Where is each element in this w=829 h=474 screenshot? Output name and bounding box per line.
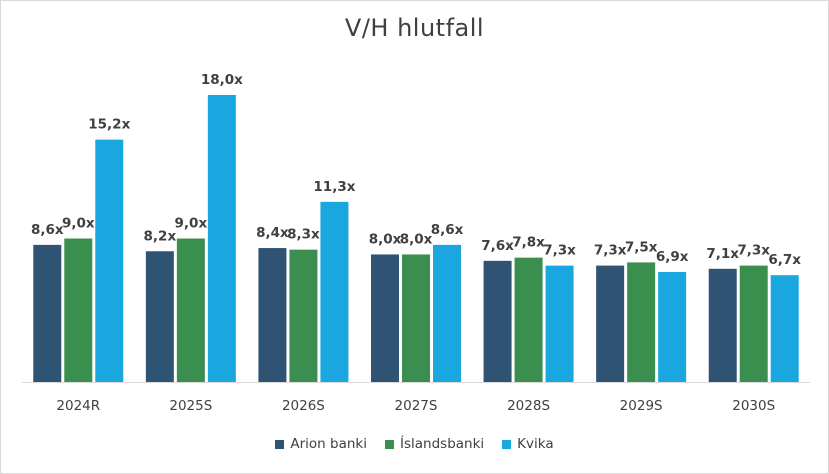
data-label: 7,3x <box>594 243 627 259</box>
x-tick-label: 2028S <box>507 398 550 414</box>
data-label: 7,3x <box>543 243 576 259</box>
data-label: 7,1x <box>706 246 739 262</box>
legend-item: Íslandsbanki <box>385 436 484 452</box>
bar-kvika-2027s <box>433 244 461 382</box>
data-label: 9,0x <box>175 216 208 232</box>
data-label: 8,0x <box>400 231 433 247</box>
chart-legend: Arion banki Íslandsbanki Kvika <box>0 436 829 452</box>
x-tick-label: 2025S <box>169 398 212 414</box>
bar--slandsbanki-2024r <box>64 238 93 382</box>
legend-item: Kvika <box>502 436 554 452</box>
data-label: 8,4x <box>256 225 289 241</box>
x-tick-label: 2029S <box>620 398 663 414</box>
data-label: 9,0x <box>62 216 95 232</box>
bar-arion-banki-2024r <box>33 244 62 382</box>
data-label: 8,6x <box>31 222 64 238</box>
bar-arion-banki-2025s <box>145 251 174 382</box>
bar--slandsbanki-2027s <box>402 254 430 382</box>
bar-arion-banki-2026s <box>258 248 287 382</box>
x-tick-label: 2030S <box>732 398 775 414</box>
data-label: 8,0x <box>369 231 402 247</box>
legend-label: Arion banki <box>290 436 367 452</box>
legend-label: Íslandsbanki <box>400 436 485 452</box>
chart-title: V/H hlutfall <box>344 14 485 42</box>
bar-kvika-2030s <box>770 275 799 382</box>
legend-swatch <box>385 439 394 449</box>
bar--slandsbanki-2028s <box>514 257 543 382</box>
bar--slandsbanki-2025s <box>176 238 205 382</box>
data-label: 7,3x <box>737 243 770 259</box>
data-label: 15,2x <box>88 117 130 133</box>
bar-kvika-2028s <box>545 265 574 382</box>
data-label: 6,9x <box>656 249 689 265</box>
legend-label: Kvika <box>517 436 554 452</box>
bar--slandsbanki-2030s <box>739 265 768 382</box>
legend-item: Arion banki <box>275 436 367 452</box>
data-label: 7,6x <box>481 238 514 254</box>
data-label: 8,6x <box>431 222 464 238</box>
x-tick-label: 2026S <box>282 398 325 414</box>
bar-arion-banki-2027s <box>371 254 399 382</box>
legend-swatch <box>275 439 285 449</box>
bar-kvika-2029s <box>658 271 687 382</box>
data-label: 11,3x <box>313 179 355 195</box>
data-label: 8,2x <box>144 228 177 244</box>
bar-arion-banki-2029s <box>596 265 625 382</box>
data-label: 18,0x <box>201 72 243 88</box>
data-label: 6,7x <box>768 252 801 268</box>
bar-arion-banki-2030s <box>708 268 737 382</box>
data-label: 7,5x <box>625 239 658 255</box>
bar-kvika-2026s <box>320 201 349 382</box>
bar-kvika-2024r <box>95 139 124 382</box>
bar--slandsbanki-2029s <box>627 262 656 382</box>
bar-kvika-2025s <box>207 95 236 382</box>
x-tick-label: 2024R <box>56 398 100 414</box>
data-label: 8,3x <box>287 227 320 243</box>
bar-arion-banki-2028s <box>483 260 512 382</box>
legend-swatch <box>502 439 512 449</box>
x-tick-label: 2027S <box>395 398 438 414</box>
data-label: 7,8x <box>512 235 545 251</box>
bar--slandsbanki-2026s <box>289 249 318 382</box>
